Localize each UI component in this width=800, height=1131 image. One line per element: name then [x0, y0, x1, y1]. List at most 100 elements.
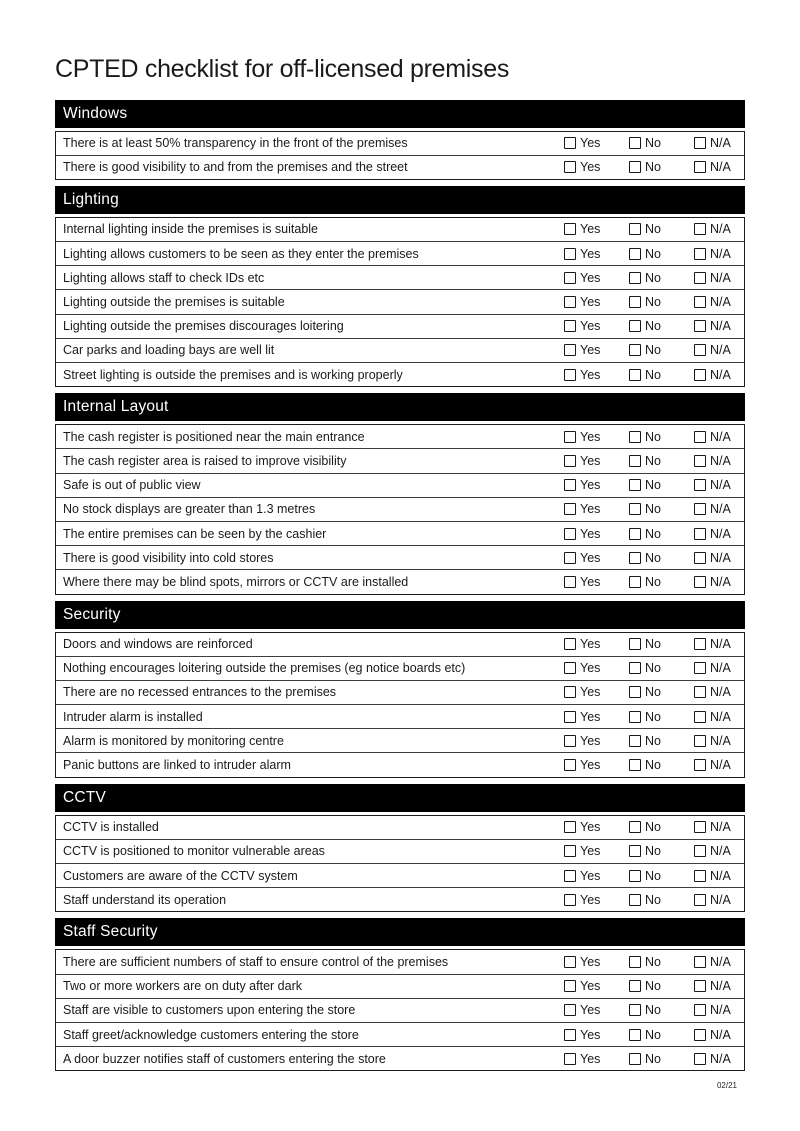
- checkbox-n-a[interactable]: [694, 686, 706, 699]
- checkbox-yes[interactable]: [564, 955, 576, 968]
- checkbox-no[interactable]: [629, 575, 641, 588]
- checkbox-n-a[interactable]: [694, 575, 706, 588]
- checkbox-yes[interactable]: [564, 296, 576, 309]
- checkbox-n-a[interactable]: [694, 503, 706, 516]
- checkbox-yes[interactable]: [564, 223, 576, 236]
- checkbox-yes[interactable]: [564, 137, 576, 150]
- checkbox-no[interactable]: [629, 320, 641, 333]
- checkbox-yes[interactable]: [564, 710, 576, 723]
- checkbox-no[interactable]: [629, 638, 641, 651]
- checkbox-no[interactable]: [629, 344, 641, 357]
- checkbox-n-a[interactable]: [694, 479, 706, 492]
- checkbox-n-a[interactable]: [694, 845, 706, 858]
- checkbox-yes[interactable]: [564, 344, 576, 357]
- checkbox-n-a[interactable]: [694, 137, 706, 150]
- checkbox-n-a[interactable]: [694, 296, 706, 309]
- checkbox-n-a[interactable]: [694, 1028, 706, 1041]
- checkbox-no[interactable]: [629, 845, 641, 858]
- answer-option-n-a: N/A: [694, 661, 734, 675]
- checkbox-n-a[interactable]: [694, 454, 706, 467]
- checkbox-n-a[interactable]: [694, 344, 706, 357]
- checkbox-yes[interactable]: [564, 821, 576, 834]
- checkbox-n-a[interactable]: [694, 662, 706, 675]
- checkbox-yes[interactable]: [564, 1052, 576, 1065]
- checkbox-no[interactable]: [629, 869, 641, 882]
- checkbox-yes[interactable]: [564, 575, 576, 588]
- checkbox-n-a[interactable]: [694, 980, 706, 993]
- checkbox-n-a[interactable]: [694, 893, 706, 906]
- checkbox-yes[interactable]: [564, 686, 576, 699]
- checkbox-no[interactable]: [629, 137, 641, 150]
- checkbox-yes[interactable]: [564, 662, 576, 675]
- checkbox-yes[interactable]: [564, 479, 576, 492]
- checkbox-n-a[interactable]: [694, 368, 706, 381]
- checkbox-yes[interactable]: [564, 1004, 576, 1017]
- checkbox-yes[interactable]: [564, 759, 576, 772]
- checkbox-label: N/A: [710, 222, 731, 237]
- checkbox-no[interactable]: [629, 368, 641, 381]
- checkbox-n-a[interactable]: [694, 759, 706, 772]
- checkbox-no[interactable]: [629, 1052, 641, 1065]
- checkbox-no[interactable]: [629, 223, 641, 236]
- checkbox-n-a[interactable]: [694, 734, 706, 747]
- checkbox-yes[interactable]: [564, 980, 576, 993]
- checkbox-yes[interactable]: [564, 551, 576, 564]
- checkbox-yes[interactable]: [564, 503, 576, 516]
- checkbox-no[interactable]: [629, 296, 641, 309]
- checkbox-n-a[interactable]: [694, 247, 706, 260]
- checkbox-yes[interactable]: [564, 271, 576, 284]
- checkbox-no[interactable]: [629, 734, 641, 747]
- checkbox-yes[interactable]: [564, 527, 576, 540]
- checkbox-n-a[interactable]: [694, 271, 706, 284]
- checkbox-n-a[interactable]: [694, 551, 706, 564]
- checkbox-n-a[interactable]: [694, 320, 706, 333]
- checkbox-yes[interactable]: [564, 430, 576, 443]
- checkbox-yes[interactable]: [564, 247, 576, 260]
- checkbox-no[interactable]: [629, 759, 641, 772]
- checkbox-n-a[interactable]: [694, 527, 706, 540]
- checkbox-n-a[interactable]: [694, 1004, 706, 1017]
- checkbox-n-a[interactable]: [694, 638, 706, 651]
- checkbox-label: No: [645, 222, 661, 237]
- checkbox-no[interactable]: [629, 955, 641, 968]
- checkbox-n-a[interactable]: [694, 161, 706, 174]
- checkbox-no[interactable]: [629, 430, 641, 443]
- answer-option-n-a: N/A: [694, 271, 734, 285]
- checkbox-no[interactable]: [629, 551, 641, 564]
- checkbox-yes[interactable]: [564, 893, 576, 906]
- checkbox-yes[interactable]: [564, 638, 576, 651]
- checkbox-no[interactable]: [629, 1028, 641, 1041]
- checkbox-yes[interactable]: [564, 161, 576, 174]
- checkbox-no[interactable]: [629, 710, 641, 723]
- checkbox-yes[interactable]: [564, 869, 576, 882]
- checkbox-label: Yes: [580, 270, 601, 285]
- checkbox-yes[interactable]: [564, 454, 576, 467]
- checkbox-no[interactable]: [629, 527, 641, 540]
- checkbox-label: No: [645, 453, 661, 468]
- checkbox-yes[interactable]: [564, 1028, 576, 1041]
- checkbox-n-a[interactable]: [694, 869, 706, 882]
- checklist-row: There is good visibility into cold store…: [56, 546, 744, 571]
- checkbox-n-a[interactable]: [694, 821, 706, 834]
- checkbox-no[interactable]: [629, 161, 641, 174]
- checkbox-no[interactable]: [629, 821, 641, 834]
- checkbox-no[interactable]: [629, 1004, 641, 1017]
- checkbox-no[interactable]: [629, 454, 641, 467]
- checkbox-no[interactable]: [629, 503, 641, 516]
- checkbox-no[interactable]: [629, 479, 641, 492]
- checkbox-n-a[interactable]: [694, 223, 706, 236]
- checkbox-no[interactable]: [629, 893, 641, 906]
- checkbox-no[interactable]: [629, 686, 641, 699]
- checkbox-no[interactable]: [629, 980, 641, 993]
- checkbox-n-a[interactable]: [694, 430, 706, 443]
- checkbox-n-a[interactable]: [694, 955, 706, 968]
- checkbox-yes[interactable]: [564, 368, 576, 381]
- checkbox-no[interactable]: [629, 662, 641, 675]
- checkbox-n-a[interactable]: [694, 1052, 706, 1065]
- checkbox-yes[interactable]: [564, 320, 576, 333]
- checkbox-yes[interactable]: [564, 734, 576, 747]
- checkbox-no[interactable]: [629, 271, 641, 284]
- checkbox-no[interactable]: [629, 247, 641, 260]
- checkbox-n-a[interactable]: [694, 710, 706, 723]
- checkbox-yes[interactable]: [564, 845, 576, 858]
